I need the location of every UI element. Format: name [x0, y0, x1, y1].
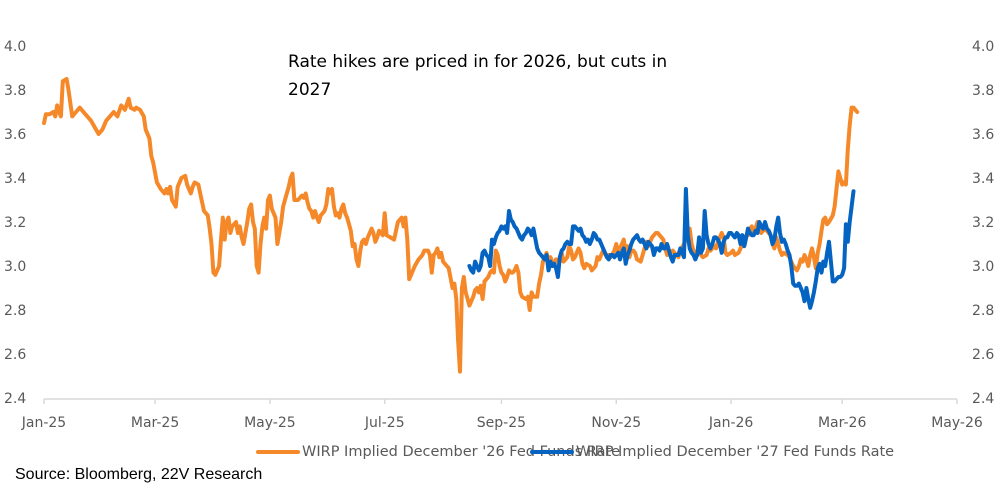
y-tick-label-left: 3.0 — [4, 259, 26, 275]
y-tick-label-left: 3.4 — [4, 171, 26, 187]
legend-item-dec-26: WIRP Implied December '26 Fed Funds Rate — [256, 444, 620, 460]
y-tick-label-right: 3.2 — [972, 215, 994, 231]
x-tick-label: Sep-25 — [477, 415, 526, 431]
x-tick-label: Nov-25 — [591, 415, 641, 431]
legend-label-dec-27: WIRP Implied December '27 Fed Funds Rate — [576, 444, 895, 460]
y-tick-label-right: 2.6 — [972, 347, 994, 363]
x-tick-label: Jan-25 — [21, 415, 66, 431]
y-tick-label-left: 2.8 — [4, 303, 26, 319]
chart-plot: Jan-25 Mar-25 May-25 Jul-25 Sep-25 Nov-25 Jan-… — [4, 39, 994, 431]
x-tick-label: May-25 — [244, 415, 296, 431]
legend-swatch-orange — [256, 450, 300, 454]
legend-label-dec-26: WIRP Implied December '26 Fed Funds Rate — [302, 444, 621, 460]
y-tick-label-left: 3.8 — [4, 83, 26, 99]
x-tick-label: May-26 — [931, 415, 983, 431]
x-tick-label: Jan-26 — [708, 415, 754, 431]
y-tick-label-left: 2.4 — [4, 391, 26, 407]
legend-swatch-blue — [530, 450, 574, 454]
x-tick-label: Mar-25 — [131, 415, 179, 431]
y-tick-label-right: 3.4 — [972, 171, 994, 187]
y-tick-label-left: 2.6 — [4, 347, 26, 363]
y-tick-label-left: 4.0 — [4, 39, 26, 55]
series-line-dec-26 — [42, 77, 860, 374]
y-tick-label-right: 2.4 — [972, 391, 994, 407]
x-tick-label: Mar-26 — [818, 415, 866, 431]
y-tick-label-right: 3.8 — [972, 83, 994, 99]
y-tick-label-right: 3.6 — [972, 127, 994, 143]
x-tick-label: Jul-25 — [364, 415, 405, 431]
legend-item-dec-27: WIRP Implied December '27 Fed Funds Rate — [530, 444, 894, 460]
y-tick-label-right: 2.8 — [972, 303, 994, 319]
y-tick-label-right: 3.0 — [972, 259, 994, 275]
chart-annotation: Rate hikes are priced in for 2026, but c… — [288, 52, 668, 100]
series-line-dec-27 — [467, 187, 856, 310]
y-tick-label-left: 3.2 — [4, 215, 26, 231]
y-tick-label-right: 4.0 — [972, 39, 994, 55]
source-note: Source: Bloomberg, 22V Research — [15, 466, 263, 483]
y-tick-label-left: 3.6 — [4, 127, 26, 143]
